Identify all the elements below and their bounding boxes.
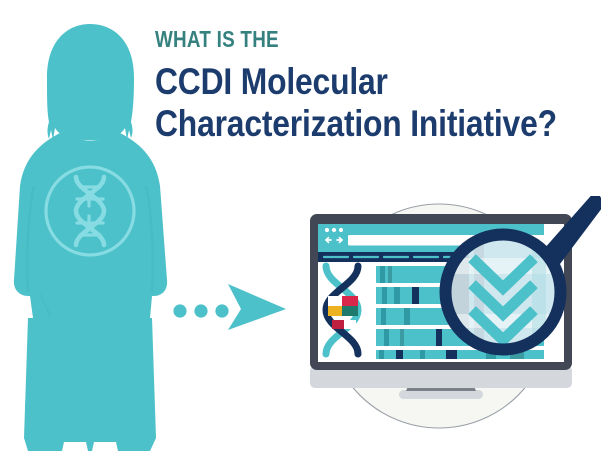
monitor-chin: [310, 366, 572, 388]
genomic-track-row: [376, 350, 544, 359]
flow-dot-3: [215, 304, 229, 318]
dna-base-block: [342, 306, 358, 316]
headline-block: WHAT IS THE CCDI Molecular Characterizat…: [155, 28, 595, 145]
chevron-down-icon: [468, 254, 538, 296]
person-body: [13, 24, 168, 451]
monitor-base: [399, 390, 483, 399]
dna-base-block: [342, 296, 358, 306]
chevron-down-icon: [468, 280, 538, 322]
magnifying-glass: [439, 196, 601, 356]
dna-circle-emblem: [44, 165, 136, 257]
dna-double-helix: [322, 262, 362, 358]
eyebrow-text: WHAT IS THE: [155, 26, 279, 52]
magnifier-ring: [439, 228, 567, 356]
flow-dot-2: [194, 304, 208, 318]
dna-base-block: [332, 320, 344, 329]
page-title-line-2: Characterization Initiative?: [155, 103, 557, 145]
browser-window-dots: [324, 227, 344, 233]
arrow-head: [228, 284, 286, 330]
scientist-silhouette: [0, 18, 180, 451]
flow-arrow: [172, 278, 290, 334]
dna-base-block: [328, 296, 342, 306]
page-title-line-1: CCDI Molecular: [155, 61, 388, 102]
flow-dot-1: [173, 304, 187, 318]
chevron-down-icon: [468, 306, 538, 344]
dna-base-block: [328, 306, 342, 316]
browser-nav-arrows: [324, 236, 344, 244]
desktop-monitor-genomics: [296, 196, 601, 451]
dna-base-block: [344, 320, 356, 329]
chevron-down-stack: [468, 254, 538, 344]
